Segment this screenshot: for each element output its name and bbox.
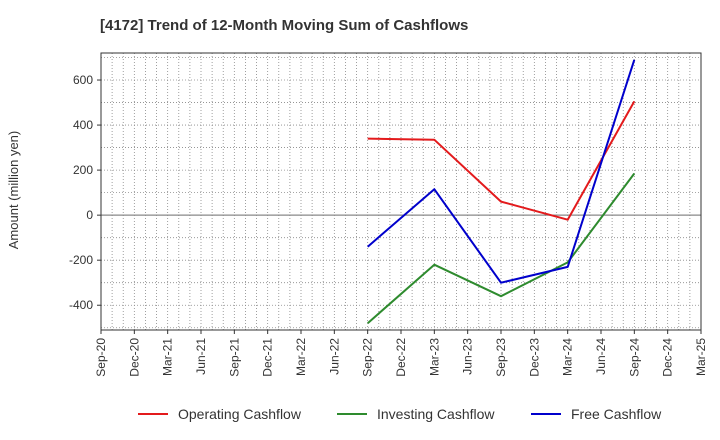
- x-tick-label: Jun-24: [594, 338, 608, 375]
- x-tick-label: Mar-24: [561, 338, 575, 376]
- x-tick-label: Sep-20: [94, 338, 108, 377]
- x-tick-label: Sep-23: [494, 338, 508, 377]
- series-line-free-cashflow: [367, 59, 636, 284]
- legend-label: Operating Cashflow: [178, 406, 302, 422]
- y-tick-label: 400: [73, 118, 93, 132]
- x-tick-label: Jun-21: [194, 338, 208, 375]
- x-tick-label: Mar-25: [694, 338, 708, 376]
- y-tick-label: 200: [73, 163, 93, 177]
- y-tick-label: 0: [86, 208, 93, 222]
- chart-title: [4172] Trend of 12-Month Moving Sum of C…: [100, 17, 468, 34]
- x-tick-label: Sep-22: [361, 338, 375, 377]
- x-tick-label: Mar-22: [294, 338, 308, 376]
- grid-lines: [100, 53, 702, 330]
- series-lines: [367, 59, 636, 324]
- y-tick-label: -200: [69, 253, 93, 267]
- x-tick-label: Sep-24: [627, 338, 641, 377]
- x-tick-label: Mar-21: [161, 338, 175, 376]
- y-axis-label: Amount (million yen): [6, 131, 21, 250]
- x-tick-label: Dec-23: [527, 338, 541, 377]
- x-tick-label: Mar-23: [427, 338, 441, 376]
- x-tick-label: Dec-24: [661, 338, 675, 377]
- x-tick-label: Dec-20: [127, 338, 141, 377]
- x-tick-label: Jun-22: [327, 338, 341, 375]
- x-tick-label: Dec-22: [394, 338, 408, 377]
- x-tick-labels: Sep-20 Dec-20 Mar-21 Jun-21 Sep-21 Dec-21 Mar-…: [94, 330, 708, 377]
- x-tick-label: Dec-21: [261, 338, 275, 377]
- legend-label: Investing Cashflow: [377, 406, 495, 422]
- series-line-operating-cashflow: [367, 100, 636, 221]
- y-tick-label: 600: [73, 73, 93, 87]
- series-line-investing-cashflow: [367, 172, 636, 324]
- y-tick-label: -400: [69, 298, 93, 312]
- legend: Operating Cashflow Investing Cashflow Free…: [138, 406, 662, 422]
- x-tick-label: Sep-21: [227, 338, 241, 377]
- legend-label: Free Cashflow: [571, 406, 662, 422]
- y-tick-labels: -400 -200 0 200 400 600: [69, 73, 101, 312]
- x-tick-label: Jun-23: [461, 338, 475, 375]
